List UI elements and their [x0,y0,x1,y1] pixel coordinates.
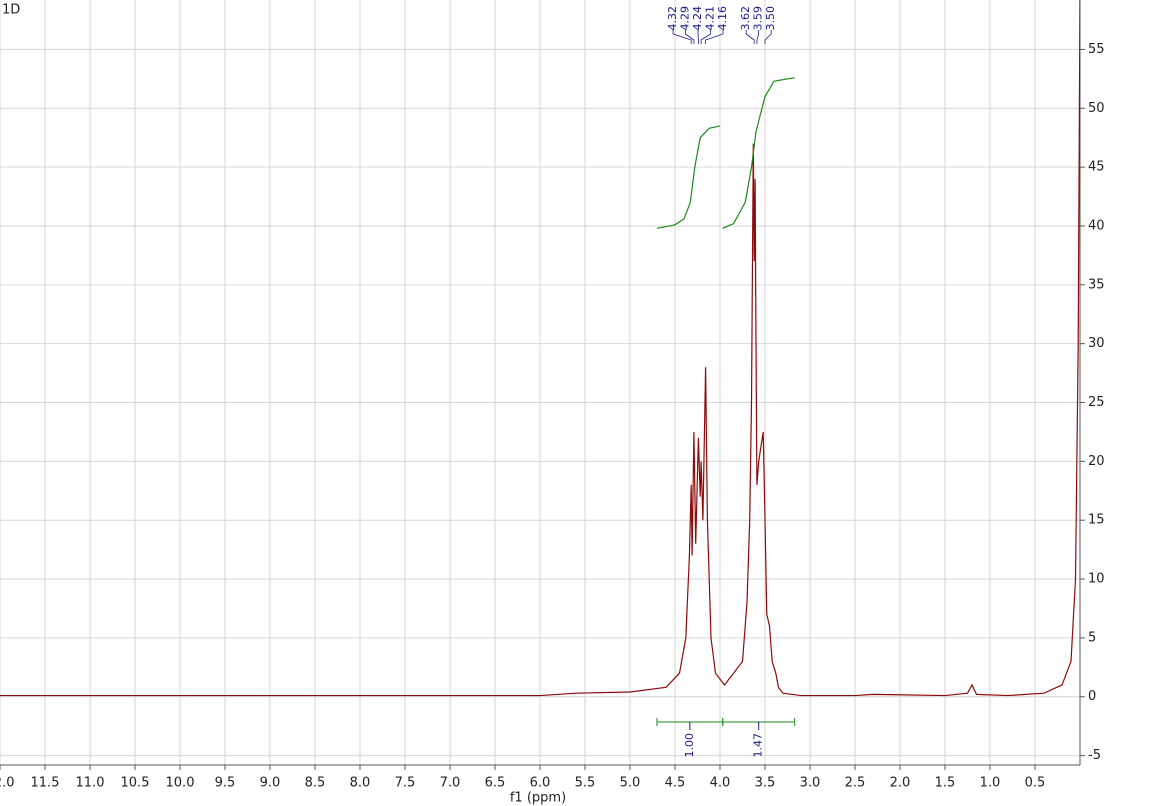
y-tick-label: 55 [1088,42,1105,57]
y-tick-label: 40 [1088,218,1105,233]
x-tick-label: 0.5 [1025,776,1046,791]
line [656,125,721,229]
y-tick-label: 35 [1088,277,1105,292]
peak-label: 3.62 [739,6,752,31]
y-tick-label: 0 [1088,689,1096,704]
x-tick-label: 2.5 [845,776,866,791]
x-tick-label: 9.0 [260,776,281,791]
peak-connector [705,30,724,44]
x-tick-label: 3.0 [800,776,821,791]
x-tick-label: 6.5 [485,776,506,791]
peak-connector [756,30,760,44]
y-tick-label: 10 [1088,572,1105,587]
peak-connector [764,30,772,44]
x-tick-label: 8.5 [305,776,326,791]
peak-label: 4.29 [679,6,692,31]
corner-label: 1D [2,3,20,18]
x-tick-label: 12.0 [0,776,14,791]
peak-label: 4.24 [691,6,704,31]
x-tick-label: 7.5 [395,776,416,791]
x-tick-label: 2.0 [890,776,911,791]
peak-connector [685,30,695,44]
x-tick-label: 11.5 [31,776,60,791]
x-tick-label: 6.0 [530,776,551,791]
integral-label: 1.00 [683,733,696,758]
peak-connector [745,30,755,44]
y-tick-label: -5 [1088,748,1101,763]
x-tick-label: 11.0 [76,776,105,791]
peak-connector [672,30,692,44]
x-tick-label: 10.0 [166,776,195,791]
x-tick-label: 9.5 [215,776,236,791]
y-tick-label: 20 [1088,454,1105,469]
integral-label: 1.47 [752,733,765,758]
x-tick-label: 1.0 [980,776,1001,791]
y-tick-label: 25 [1088,395,1105,410]
y-tick-label: 5 [1088,630,1096,645]
peak-label: 4.32 [666,6,679,31]
y-tick-label: 15 [1088,513,1105,528]
x-tick-label: 4.0 [710,776,731,791]
peak-label: 3.59 [752,6,765,31]
peak-connector [700,30,711,44]
y-tick-label: 50 [1088,101,1105,116]
line [722,77,795,229]
peak-label: 3.50 [764,6,777,31]
x-tick-label: 8.0 [350,776,371,791]
y-tick-label: 30 [1088,336,1105,351]
x-axis-label: f1 (ppm) [510,791,566,806]
peak-label: 4.16 [716,6,729,31]
y-tick-label: 45 [1088,160,1105,175]
x-tick-label: 4.5 [665,776,686,791]
x-tick-label: 10.5 [121,776,150,791]
x-tick-label: 3.5 [755,776,776,791]
x-tick-label: 5.5 [575,776,596,791]
peak-label: 4.21 [704,6,717,31]
x-tick-label: 5.0 [620,776,641,791]
x-tick-label: 1.5 [935,776,956,791]
x-tick-label: 7.0 [440,776,461,791]
